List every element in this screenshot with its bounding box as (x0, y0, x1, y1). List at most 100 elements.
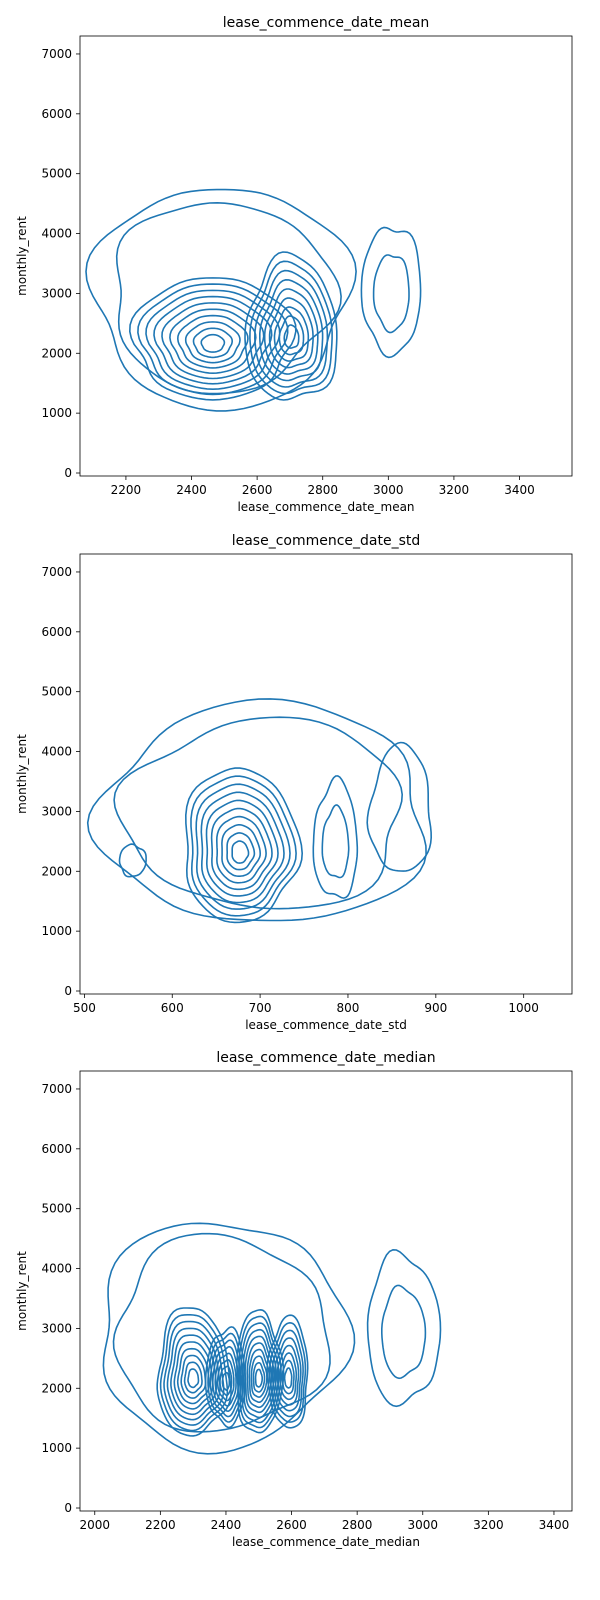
density-contour (221, 824, 262, 877)
contour-layer (85, 188, 422, 412)
y-tick-label: 1000 (41, 406, 72, 420)
y-tick-label: 6000 (41, 625, 72, 639)
density-contour (145, 289, 281, 391)
x-tick-label: 2600 (276, 1518, 307, 1532)
density-contour (190, 775, 297, 917)
density-contour (153, 295, 273, 385)
density-contour (372, 254, 410, 334)
x-tick-label: 700 (249, 1001, 272, 1015)
axes-frame (79, 1070, 573, 1512)
axes-frame (79, 35, 573, 477)
density-contour (205, 799, 279, 897)
density-contour (252, 1362, 266, 1393)
x-tick-label: 2200 (111, 483, 142, 497)
density-contour (166, 1327, 221, 1421)
y-axis-label: monthly_rent (15, 1251, 29, 1331)
density-contour (238, 1315, 282, 1429)
density-contour (209, 1339, 242, 1418)
density-contour (221, 1371, 231, 1391)
x-tick-label: 2400 (176, 483, 207, 497)
density-contour (246, 1342, 273, 1409)
y-tick-label: 4000 (41, 227, 72, 241)
density-contour (242, 1328, 278, 1419)
y-tick-label: 4000 (41, 1262, 72, 1276)
density-contour (210, 807, 273, 891)
density-contour (180, 1354, 207, 1399)
density-contour (215, 815, 267, 884)
y-tick-label: 7000 (41, 565, 72, 579)
density-contour (159, 1314, 229, 1432)
y-tick-label: 5000 (41, 685, 72, 699)
density-contour (240, 1322, 280, 1424)
density-contour (173, 1341, 214, 1410)
y-tick-label: 2000 (41, 1381, 72, 1395)
density-contour (283, 1367, 293, 1389)
density-contour (184, 321, 241, 364)
density-contour (169, 308, 257, 375)
y-axis-label: monthly_rent (15, 216, 29, 296)
density-contour (118, 843, 147, 878)
x-tick-label: 2600 (242, 483, 273, 497)
x-tick-label: 900 (424, 1001, 447, 1015)
density-contour (184, 767, 304, 924)
y-tick-label: 2000 (41, 346, 72, 360)
density-contour (200, 333, 226, 353)
density-contour (259, 278, 324, 382)
density-contour (274, 1337, 302, 1412)
chart-panel-2: 500 600 700 800 900 1000 0 1000 2000 3000 4000 5000… (15, 533, 573, 1032)
density-contour (211, 1345, 240, 1413)
x-tick-label: 3000 (407, 1518, 438, 1532)
density-contour (266, 1314, 309, 1429)
density-contour (312, 775, 359, 899)
y-tick-label: 5000 (41, 1202, 72, 1216)
y-tick-label: 5000 (41, 167, 72, 181)
density-contour (231, 840, 250, 864)
density-contour (366, 741, 433, 872)
x-axis-label: lease_commence_date_median (232, 1535, 420, 1549)
density-contour (183, 1361, 203, 1394)
density-contour (176, 314, 249, 369)
y-tick-label: 0 (64, 984, 72, 998)
density-contour (254, 1368, 263, 1388)
x-tick-label: 2200 (145, 1518, 176, 1532)
density-contour (226, 832, 256, 871)
density-contour (248, 1348, 271, 1403)
y-axis-label: monthly_rent (15, 734, 29, 814)
contour-layer (102, 1222, 442, 1455)
density-contour (244, 1335, 275, 1414)
y-tick-label: 2000 (41, 864, 72, 878)
density-contour (283, 324, 300, 349)
envelope-contour (113, 716, 404, 910)
y-tick-label: 7000 (41, 47, 72, 61)
y-tick-label: 3000 (41, 804, 72, 818)
x-tick-label: 500 (73, 1001, 96, 1015)
density-contour (207, 1332, 244, 1423)
axes-frame (79, 553, 573, 995)
chart-panel-1: 2200 2400 2600 2800 3000 3200 3400 0 1000 2000 300… (15, 15, 573, 514)
density-contour (216, 1358, 235, 1402)
y-tick-label: 0 (64, 1501, 72, 1515)
density-contour (204, 1326, 246, 1429)
y-tick-label: 7000 (41, 1082, 72, 1096)
density-contour (176, 1347, 211, 1405)
x-tick-label: 2000 (79, 1518, 110, 1532)
x-tick-label: 3000 (373, 483, 404, 497)
y-tick-label: 1000 (41, 1441, 72, 1455)
density-contour (278, 315, 305, 356)
density-contour (249, 260, 333, 395)
density-contour (381, 1284, 427, 1380)
density-contour (200, 791, 285, 904)
density-contour (214, 1352, 237, 1407)
density-contour (163, 1320, 225, 1426)
density-contour (236, 1308, 285, 1434)
x-axis-label: lease_commence_date_mean (237, 500, 414, 514)
chart-title: lease_commence_date_median (216, 1050, 435, 1066)
envelope-contour (86, 698, 427, 922)
y-tick-label: 6000 (41, 107, 72, 121)
y-tick-label: 1000 (41, 924, 72, 938)
x-tick-label: 2800 (342, 1518, 373, 1532)
density-contour (271, 1329, 304, 1418)
density-contour (137, 283, 289, 396)
x-tick-label: 2800 (307, 483, 338, 497)
